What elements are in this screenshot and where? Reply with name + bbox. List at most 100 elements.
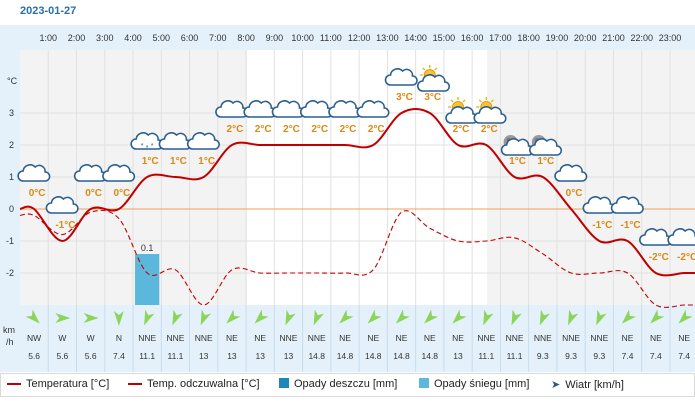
cloud-shape bbox=[384, 68, 418, 86]
wind-arrow-icon bbox=[200, 309, 211, 326]
wind-direction: NNE bbox=[506, 333, 524, 343]
wind-arrow-icon bbox=[678, 309, 693, 324]
y-tick-label: -2 bbox=[6, 268, 14, 278]
wind-direction: NNE bbox=[562, 333, 580, 343]
wind-arrow-icon bbox=[285, 309, 296, 326]
wind-speed: 14.8 bbox=[421, 351, 438, 361]
cloud-icon bbox=[384, 68, 418, 86]
wind-arrow-shape bbox=[483, 309, 494, 326]
wind-speed: 14.8 bbox=[308, 351, 325, 361]
moon-cloud-icon bbox=[500, 135, 534, 156]
sun-ray bbox=[462, 99, 466, 103]
snowflake: * bbox=[151, 143, 154, 150]
cloud-icon bbox=[186, 132, 220, 150]
wind-arrow-shape bbox=[568, 309, 579, 326]
temperature-label: 3°C bbox=[396, 92, 413, 103]
wind-arrow-icon bbox=[339, 309, 354, 324]
cloud-icon bbox=[45, 196, 79, 214]
wind-direction: NNE bbox=[195, 333, 213, 343]
wind-direction: NE bbox=[367, 333, 379, 343]
wind-arrow-shape bbox=[596, 309, 607, 326]
legend-feels-like[interactable]: Temp. odczuwalna [°C] bbox=[128, 378, 260, 390]
hour-label: 7:00 bbox=[209, 33, 227, 43]
wind-arrow-icon bbox=[596, 309, 607, 326]
legend-wind[interactable]: ➤ Wiatr [km/h] bbox=[551, 379, 624, 391]
wind-unit-km: km bbox=[3, 325, 15, 335]
wind-speed: 7.4 bbox=[622, 351, 634, 361]
hour-label: 2:00 bbox=[68, 33, 86, 43]
wind-speed: 11.1 bbox=[478, 351, 494, 361]
wind-speed: 9.3 bbox=[593, 351, 605, 361]
temperature-line bbox=[19, 108, 695, 277]
cloud-shape bbox=[473, 106, 507, 124]
hour-label: 13:00 bbox=[376, 33, 399, 43]
wind-arrow-shape bbox=[55, 313, 71, 323]
wind-direction: NNE bbox=[166, 333, 184, 343]
chart-date: 2023-01-27 bbox=[20, 5, 77, 17]
wind-arrow-shape bbox=[113, 311, 124, 326]
temperature-label: 2°C bbox=[227, 124, 244, 135]
y-tick-label: 0 bbox=[9, 204, 14, 214]
temperature-label: -1°C bbox=[592, 220, 612, 231]
legend-snow[interactable]: Opady śniegu [mm] bbox=[419, 378, 529, 390]
hour-label: 23:00 bbox=[659, 33, 682, 43]
wind-arrow-shape bbox=[254, 309, 269, 324]
cloud-icon bbox=[554, 164, 588, 182]
wind-direction: NE bbox=[339, 333, 351, 343]
wind-direction: NE bbox=[650, 333, 662, 343]
cloud-icon bbox=[17, 164, 51, 182]
wind-arrow-icon bbox=[226, 309, 241, 324]
sun-ray bbox=[422, 67, 426, 71]
wind-arrow-shape bbox=[621, 309, 637, 324]
hour-label: 16:00 bbox=[461, 33, 484, 43]
wind-speed: 13 bbox=[199, 351, 209, 361]
cloud-shape bbox=[610, 196, 644, 214]
wind-arrow-icon bbox=[254, 309, 269, 324]
wind-arrow-icon bbox=[144, 309, 155, 326]
sun-ray bbox=[450, 99, 454, 103]
legend-rain[interactable]: Opady deszczu [mm] bbox=[279, 378, 397, 390]
wind-arrow-shape bbox=[339, 309, 354, 324]
hour-label: 19:00 bbox=[546, 33, 569, 43]
wind-arrow-shape bbox=[200, 309, 211, 326]
wind-arrow-icon bbox=[395, 309, 410, 324]
hour-strip bbox=[20, 25, 695, 50]
wind-arrow-shape bbox=[285, 309, 296, 326]
wind-arrow-shape bbox=[313, 309, 325, 326]
temperature-label: -2°C bbox=[649, 252, 669, 263]
sun-ray bbox=[434, 67, 438, 71]
wind-arrow-icon bbox=[511, 309, 522, 326]
hour-label: 5:00 bbox=[153, 33, 171, 43]
wind-strip bbox=[20, 305, 695, 372]
hour-label: 10:00 bbox=[291, 33, 314, 43]
wind-direction: NNE bbox=[138, 333, 156, 343]
wind-speed: 5.6 bbox=[28, 351, 40, 361]
wind-direction: NE bbox=[424, 333, 436, 343]
wind-arrow-icon bbox=[424, 309, 439, 324]
hour-label: 22:00 bbox=[630, 33, 653, 43]
wind-arrow-icon bbox=[83, 313, 99, 323]
legend-temperature[interactable]: Temperatura [°C] bbox=[7, 378, 109, 390]
wind-arrow-icon bbox=[367, 309, 382, 324]
y-unit-label: °C bbox=[7, 76, 18, 86]
temperature-label: -1°C bbox=[621, 220, 641, 231]
wind-direction: NE bbox=[452, 333, 464, 343]
wind-speed: 11.1 bbox=[139, 351, 155, 361]
wind-speed: 13 bbox=[227, 351, 237, 361]
temperature-label: 2°C bbox=[255, 124, 272, 135]
wind-arrow-shape bbox=[25, 309, 40, 324]
wind-arrow-shape bbox=[367, 309, 382, 324]
temperature-label: 0°C bbox=[85, 188, 102, 199]
temperature-label: 1°C bbox=[537, 156, 554, 167]
temperature-label: 1°C bbox=[198, 156, 215, 167]
snowflake: * bbox=[141, 143, 144, 150]
wind-arrow-shape bbox=[172, 309, 183, 326]
wind-arrow-icon bbox=[452, 309, 467, 324]
wind-arrow-shape bbox=[226, 309, 241, 324]
hour-label: 15:00 bbox=[433, 33, 456, 43]
wind-direction: NW bbox=[27, 333, 41, 343]
legend: Temperatura [°C] Temp. odczuwalna [°C] O… bbox=[0, 373, 695, 397]
y-tick-label: 2 bbox=[9, 140, 14, 150]
wind-direction: NNE bbox=[308, 333, 326, 343]
cloud-shape bbox=[667, 228, 695, 246]
